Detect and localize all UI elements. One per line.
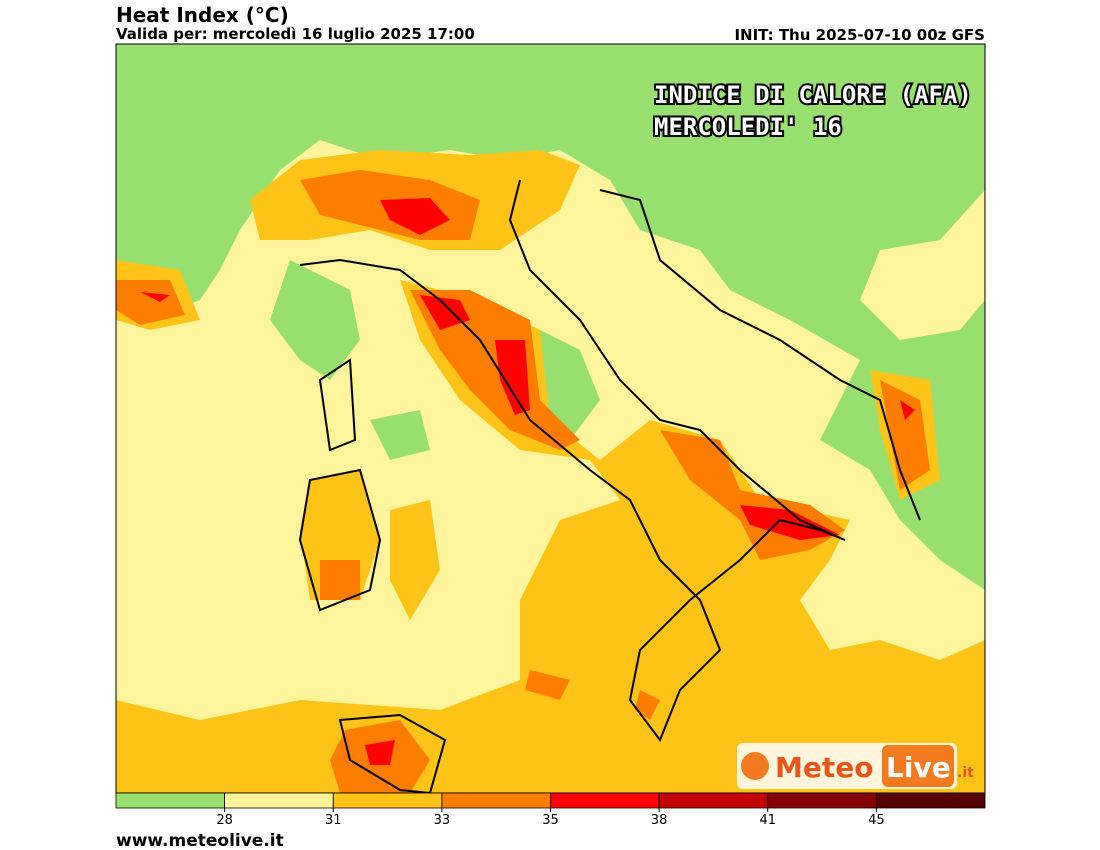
colorbar-segment [224, 792, 334, 809]
colorbar-label: 41 [759, 813, 776, 828]
footer-url: www.meteolive.it [116, 831, 284, 850]
logo: Meteo Live .it [737, 743, 974, 789]
colorbar: 28 31 33 35 38 41 45 [115, 792, 986, 828]
overlay-text: INDICE DI CALORE (AFA) [654, 81, 972, 109]
colorbar-label: 31 [325, 813, 342, 828]
logo-text: .it [957, 765, 974, 781]
subtitle: Valida per: mercoledì 16 luglio 2025 17:… [116, 25, 475, 43]
colorbar-label: 45 [868, 813, 885, 828]
colorbar-segment [550, 792, 660, 809]
colorbar-segment [658, 792, 769, 809]
title: Heat Index (°C) [116, 3, 289, 27]
logo-text: Meteo [775, 751, 873, 784]
overlay: INDICE DI CALORE (AFA) MERCOLEDI' 16 [652, 79, 974, 143]
colorbar-segment [441, 792, 551, 809]
init-label: INIT: Thu 2025-07-10 00z GFS [734, 26, 985, 44]
map: INDICE DI CALORE (AFA) MERCOLEDI' 16 Met… [116, 44, 985, 793]
colorbar-segment [767, 792, 877, 809]
colorbar-label: 35 [542, 813, 559, 828]
colorbar-label: 38 [651, 813, 668, 828]
overlay-text: MERCOLEDI' 16 [654, 113, 842, 141]
colorbar-label: 28 [216, 813, 233, 828]
logo-text: Live [886, 751, 951, 784]
colorbar-segment [875, 792, 986, 809]
colorbar-label: 33 [434, 813, 451, 828]
colorbar-segment [115, 792, 226, 809]
colorbar-segment [332, 792, 443, 809]
